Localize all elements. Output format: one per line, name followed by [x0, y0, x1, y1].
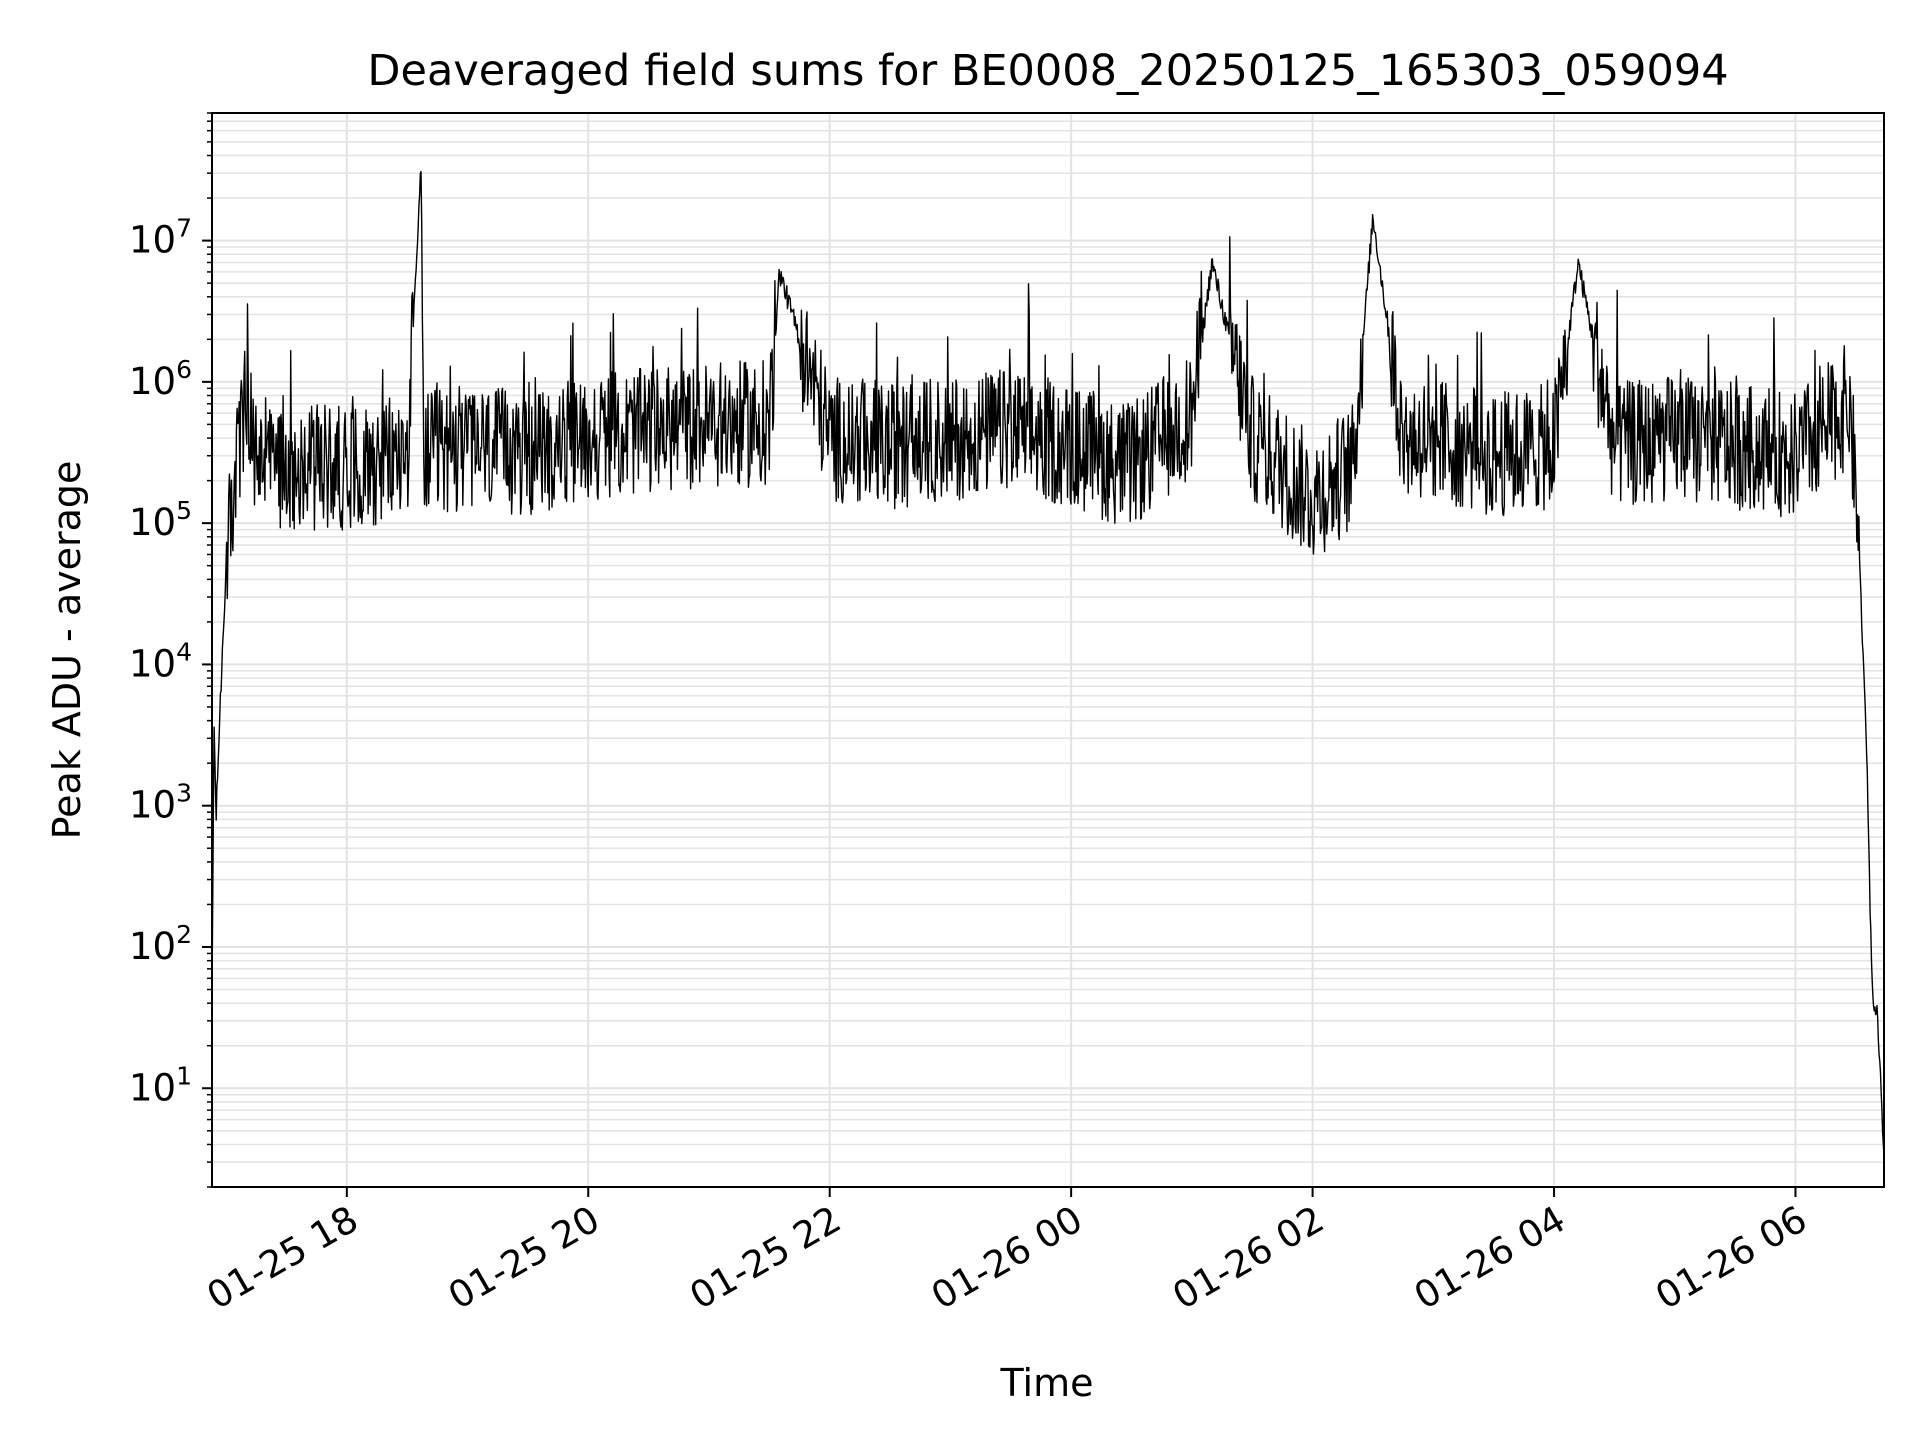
y-axis-label: Peak ADU - average — [45, 461, 89, 840]
y-tick-label: 103 — [129, 779, 192, 827]
grid — [212, 112, 1884, 1188]
x-axis-label: Time — [1000, 1361, 1094, 1405]
axis-ticks — [202, 112, 1797, 1197]
y-tick-label: 106 — [129, 355, 192, 403]
series-path — [211, 170, 1885, 1159]
chart-title: Deaveraged field sums for BE0008_2025012… — [367, 46, 1728, 96]
y-tick-label: 105 — [129, 496, 192, 544]
y-tick-label: 102 — [129, 920, 192, 968]
y-tick-labels: 101 102 103 104 105 106 107 — [129, 214, 192, 1110]
plot-frame — [211, 112, 1885, 1188]
y-tick-label: 107 — [129, 214, 192, 262]
y-tick-label: 104 — [129, 637, 192, 685]
y-tick-label: 101 — [129, 1061, 192, 1109]
data-series-line — [211, 170, 1885, 1159]
